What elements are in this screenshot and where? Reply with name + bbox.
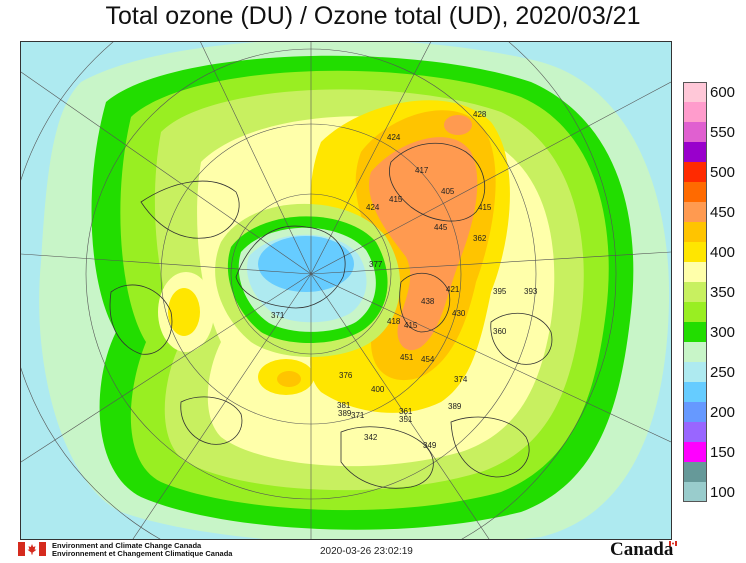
legend-swatch	[683, 222, 707, 242]
station-reading: 374	[454, 375, 468, 384]
contour-425-mid-patch	[277, 371, 301, 387]
station-reading: 389	[338, 409, 352, 418]
station-reading: 361	[399, 407, 413, 416]
station-reading: 393	[524, 287, 538, 296]
legend-label: 500	[710, 164, 736, 181]
legend-swatch	[683, 102, 707, 122]
canada-wordmark: Canada	[610, 539, 678, 561]
legend-swatch	[683, 202, 707, 222]
legend-swatch	[683, 182, 707, 202]
canada-wordmark-text: Canada	[610, 539, 674, 560]
station-reading: 400	[371, 385, 385, 394]
station-reading: 342	[364, 433, 378, 442]
contour-450-spot	[444, 115, 472, 135]
wordmark-flag-icon	[669, 541, 678, 546]
legend-label: 250	[710, 364, 736, 381]
legend-label: 600	[710, 84, 736, 101]
legend-swatch	[683, 242, 707, 262]
legend-label: 150	[710, 444, 736, 461]
graticule	[21, 42, 671, 539]
station-reading: 421	[446, 285, 460, 294]
canada-flag-icon	[18, 542, 46, 556]
legend-swatch	[683, 382, 707, 402]
legend-label: 550	[710, 124, 736, 141]
station-reading: 415	[389, 195, 403, 204]
station-reading: 438	[421, 297, 435, 306]
station-reading: 349	[423, 441, 437, 450]
station-reading: 377	[369, 260, 383, 269]
legend-swatch	[683, 82, 707, 102]
legend-swatch	[683, 142, 707, 162]
station-reading: 445	[434, 223, 448, 232]
map-title: Total ozone (DU) / Ozone total (UD), 202…	[105, 2, 641, 30]
station-reading: 351	[399, 415, 413, 424]
legend-label: 200	[710, 404, 736, 421]
station-reading: 405	[441, 187, 455, 196]
legend-swatch	[683, 282, 707, 302]
station-reading: 424	[366, 203, 380, 212]
station-reading: 418	[387, 317, 401, 326]
station-reading: 417	[415, 166, 429, 175]
station-reading: 381	[337, 401, 351, 410]
station-reading: 430	[452, 309, 466, 318]
agency-name: Environment and Climate Change Canada En…	[52, 542, 232, 558]
station-reading: 428	[473, 110, 487, 119]
station-reading: 389	[448, 402, 462, 411]
station-reading: 362	[473, 234, 487, 243]
station-reading: 415	[478, 203, 492, 212]
legend-swatch	[683, 442, 707, 462]
generation-timestamp: 2020-03-26 23:02:19	[320, 546, 413, 557]
station-reading: 360	[493, 327, 507, 336]
legend-swatch	[683, 302, 707, 322]
station-reading: 424	[387, 133, 401, 142]
legend-swatch	[683, 482, 707, 502]
legend-swatch	[683, 422, 707, 442]
coastlines	[109, 142, 553, 489]
station-reading: 454	[421, 355, 435, 364]
station-reading: 395	[493, 287, 507, 296]
station-reading: 415	[404, 321, 418, 330]
agency-name-en: Environment and Climate Change Canada	[52, 541, 202, 550]
station-reading: 371	[271, 311, 285, 320]
legend-label: 450	[710, 204, 736, 221]
contour-425-left-lobe	[168, 288, 200, 336]
station-reading: 376	[339, 371, 353, 380]
station-reading: 451	[400, 353, 414, 362]
ozone-map-svg: 428 424 417 405 415 424 415 445 362 421 …	[21, 42, 671, 539]
legend-label: 100	[710, 484, 736, 501]
legend-swatch	[683, 122, 707, 142]
agency-name-fr: Environnement et Changement Climatique C…	[52, 549, 233, 558]
ozone-map: 428 424 417 405 415 424 415 445 362 421 …	[20, 41, 672, 540]
legend-label: 400	[710, 244, 736, 261]
legend-swatch	[683, 322, 707, 342]
station-reading: 371	[351, 411, 365, 420]
legend-swatch	[683, 362, 707, 382]
legend-swatch	[683, 162, 707, 182]
legend-swatch	[683, 262, 707, 282]
legend-swatch	[683, 462, 707, 482]
legend-swatch	[683, 402, 707, 422]
station-readings: 428 424 417 405 415 424 415 445 362 421 …	[271, 110, 538, 450]
legend-label: 300	[710, 324, 736, 341]
legend-label: 350	[710, 284, 736, 301]
legend-swatch	[683, 342, 707, 362]
